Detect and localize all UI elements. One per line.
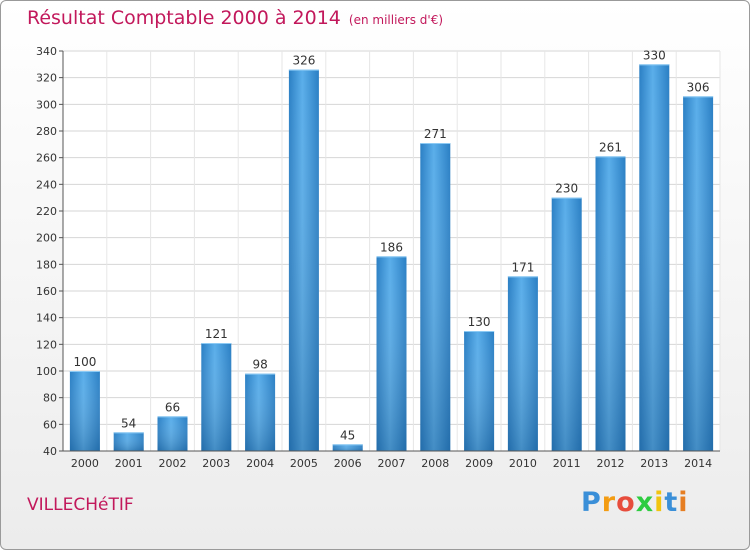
y-tick-label: 160: [36, 285, 57, 298]
x-tick-label: 2010: [509, 457, 537, 470]
y-tick-label: 300: [36, 98, 57, 111]
y-tick-label: 80: [43, 392, 57, 405]
bar-shade: [69, 371, 100, 451]
y-tick-label: 100: [36, 365, 57, 378]
bar-shade: [157, 416, 188, 451]
chart-subtitle: (en milliers d'€): [348, 13, 444, 27]
logo-letter: r: [601, 487, 617, 518]
x-tick-label: 2011: [553, 457, 581, 470]
y-tick-label: 60: [43, 418, 57, 431]
x-tick-label: 2005: [290, 457, 318, 470]
x-tick-label: 2006: [334, 457, 362, 470]
bar-shade: [464, 331, 495, 451]
bar-value-label: 98: [252, 358, 267, 372]
bar-value-label: 186: [380, 240, 403, 254]
logo-letter: o: [616, 487, 636, 518]
x-tick-label: 2009: [465, 457, 493, 470]
bar-shade: [245, 373, 276, 451]
bar-shade: [683, 96, 714, 451]
x-tick-label: 2002: [159, 457, 187, 470]
bar-value-label: 100: [73, 355, 96, 369]
y-tick-label: 340: [36, 45, 57, 58]
chart-title: Résultat Comptable 2000 à 2014 (en millie…: [27, 7, 443, 29]
bar-shade: [332, 444, 363, 451]
bar-value-label: 130: [468, 315, 491, 329]
bar-shade: [595, 156, 626, 452]
bar-shade: [420, 143, 451, 451]
chart-title-text: Résultat Comptable 2000 à 2014: [27, 7, 341, 29]
proxiti-logo: Proxiti: [581, 487, 689, 518]
x-tick-label: 2013: [640, 457, 668, 470]
bar-shade: [551, 197, 582, 451]
bar-value-label: 45: [340, 428, 355, 442]
x-tick-label: 2001: [115, 457, 143, 470]
y-tick-label: 120: [36, 338, 57, 351]
bar-shade: [201, 343, 232, 451]
x-tick-label: 2012: [597, 457, 625, 470]
logo-letter: i: [654, 487, 665, 518]
bar-shade: [288, 69, 319, 452]
y-tick-label: 260: [36, 152, 57, 165]
bar-value-label: 66: [165, 400, 180, 414]
bar-value-label: 230: [555, 182, 578, 196]
x-tick-label: 2003: [202, 457, 230, 470]
y-tick-label: 180: [36, 258, 57, 271]
logo-letter: t: [664, 487, 679, 518]
x-tick-label: 2007: [378, 457, 406, 470]
bar-value-label: 121: [205, 327, 228, 341]
y-tick-label: 200: [36, 232, 57, 245]
bar-shade: [507, 276, 538, 451]
y-tick-label: 320: [36, 72, 57, 85]
x-tick-label: 2004: [246, 457, 274, 470]
y-tick-label: 280: [36, 125, 57, 138]
x-tick-label: 2000: [71, 457, 99, 470]
bars: 100 54 66 121 98 326 45 186 271 130 171 230 261 330 30…: [69, 48, 714, 452]
x-tick-label: 2014: [684, 457, 712, 470]
logo-letter: x: [635, 487, 655, 518]
bar-value-label: 261: [599, 140, 622, 154]
x-tick-label: 2008: [421, 457, 449, 470]
y-tick-label: 40: [43, 445, 57, 458]
bar-value-label: 54: [121, 416, 136, 430]
bar-value-label: 171: [511, 260, 534, 274]
logo-letter: i: [678, 487, 689, 518]
y-tick-label: 240: [36, 178, 57, 191]
bar-shade: [113, 432, 144, 451]
bar-value-label: 330: [643, 48, 666, 62]
bar-shade: [376, 256, 407, 451]
bar-value-label: 271: [424, 127, 447, 141]
bar-value-label: 306: [687, 80, 710, 94]
bar-shade: [639, 64, 670, 452]
place-name: VILLECHéTIF: [27, 495, 134, 515]
y-tick-label: 140: [36, 312, 57, 325]
y-tick-label: 220: [36, 205, 57, 218]
bar-value-label: 326: [292, 54, 315, 68]
axes: 40 60 80 100 120 140 160 180 200 220 240 260 280 300 3…: [36, 45, 720, 470]
logo-letter: P: [581, 487, 602, 518]
